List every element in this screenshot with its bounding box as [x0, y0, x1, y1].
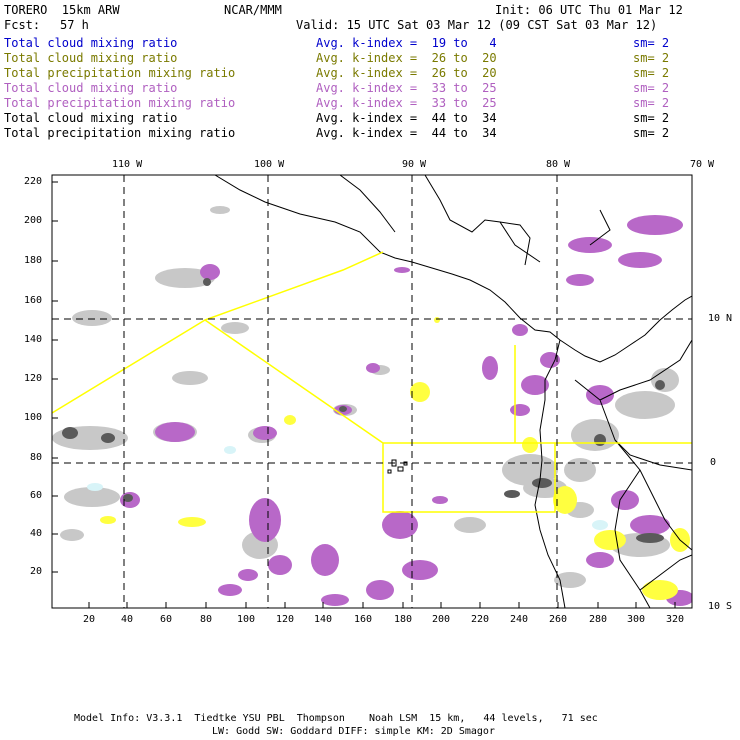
- legend-kindex: Avg. k-index = 33 to 25: [316, 96, 497, 110]
- model-title: TORERO 15km ARW: [4, 3, 120, 17]
- galapagos-islands: [387, 459, 408, 474]
- x-tick-label: 40: [121, 614, 134, 625]
- lon-label: 110 W: [112, 159, 143, 170]
- legend-field: Total cloud mixing ratio: [4, 111, 178, 125]
- legend-sm: sm= 2: [633, 111, 670, 125]
- x-tick-label: 180: [394, 614, 413, 625]
- x-tick-label: 160: [354, 614, 373, 625]
- x-tick-label: 320: [666, 614, 685, 625]
- legend-sm: sm= 2: [633, 96, 670, 110]
- legend-sm: sm= 2: [633, 81, 670, 95]
- legend-field: Total precipitation mixing ratio: [4, 96, 236, 110]
- y-tick-label: 180: [24, 255, 43, 266]
- x-tick-label: 200: [432, 614, 451, 625]
- y-tick-label: 100: [24, 412, 43, 423]
- lat-label: 10 S: [708, 601, 733, 612]
- map-fields: [52, 175, 692, 608]
- lat-lon-grid: [52, 175, 692, 608]
- x-tick-label: 300: [627, 614, 646, 625]
- lon-label: 80 W: [546, 159, 571, 170]
- legend-kindex: Avg. k-index = 44 to 34: [316, 111, 497, 125]
- x-tick-label: 100: [237, 614, 256, 625]
- legend-field: Total precipitation mixing ratio: [4, 126, 236, 140]
- legend-sm: sm= 2: [633, 51, 670, 65]
- legend-sm: sm= 2: [633, 126, 670, 140]
- forecast-hour: 57 h: [60, 18, 89, 32]
- legend-kindex: Avg. k-index = 26 to 20: [316, 51, 497, 65]
- y-tick-label: 120: [24, 373, 43, 384]
- valid-time: Valid: 15 UTC Sat 03 Mar 12 (09 CST Sat …: [296, 18, 658, 32]
- cloud-light-areas: [52, 206, 679, 588]
- x-tick-label: 280: [589, 614, 608, 625]
- y-tick-label: 20: [30, 566, 43, 577]
- map-frame: [51, 174, 693, 609]
- legend-kindex: Avg. k-index = 19 to 4: [316, 36, 497, 50]
- legend-kindex: Avg. k-index = 44 to 34: [316, 126, 497, 140]
- legend-kindex: Avg. k-index = 33 to 25: [316, 81, 497, 95]
- model-info-line2: LW: Godd SW: Goddard DIFF: simple KM: 2D…: [212, 726, 495, 737]
- forecast-label: Fcst:: [4, 18, 41, 32]
- axis-ticks: [52, 181, 676, 608]
- domain-outlines: [52, 251, 692, 513]
- lon-label: 90 W: [402, 159, 427, 170]
- legend-field: Total cloud mixing ratio: [4, 51, 178, 65]
- lat-label: 0: [710, 457, 717, 468]
- organization: NCAR/MMM: [224, 3, 282, 17]
- precip-purple-areas: [120, 215, 692, 606]
- y-tick-label: 60: [30, 490, 43, 501]
- x-tick-label: 240: [510, 614, 529, 625]
- legend-kindex: Avg. k-index = 26 to 20: [316, 66, 497, 80]
- x-tick-label: 120: [276, 614, 295, 625]
- x-tick-label: 80: [200, 614, 213, 625]
- cyan-patches: [87, 446, 608, 530]
- legend-sm: sm= 2: [633, 36, 670, 50]
- legend-sm: sm= 2: [633, 66, 670, 80]
- legend-field: Total cloud mixing ratio: [4, 81, 178, 95]
- legend-field: Total precipitation mixing ratio: [4, 66, 236, 80]
- model-info-line1: Model Info: V3.3.1 Tiedtke YSU PBL Thomp…: [74, 713, 598, 724]
- coastlines: [214, 175, 692, 608]
- y-tick-label: 160: [24, 295, 43, 306]
- lat-label: 10 N: [708, 313, 733, 324]
- x-tick-label: 220: [471, 614, 490, 625]
- x-tick-label: 20: [83, 614, 96, 625]
- y-tick-label: 140: [24, 334, 43, 345]
- init-time: Init: 06 UTC Thu 01 Mar 12: [495, 3, 683, 17]
- y-tick-label: 200: [24, 215, 43, 226]
- y-tick-label: 80: [30, 452, 43, 463]
- y-tick-label: 220: [24, 176, 43, 187]
- x-tick-label: 260: [549, 614, 568, 625]
- x-tick-label: 60: [160, 614, 173, 625]
- lon-label: 70 W: [690, 159, 715, 170]
- lon-label: 100 W: [254, 159, 285, 170]
- x-tick-label: 140: [314, 614, 333, 625]
- y-tick-label: 40: [30, 528, 43, 539]
- legend-field: Total cloud mixing ratio: [4, 36, 178, 50]
